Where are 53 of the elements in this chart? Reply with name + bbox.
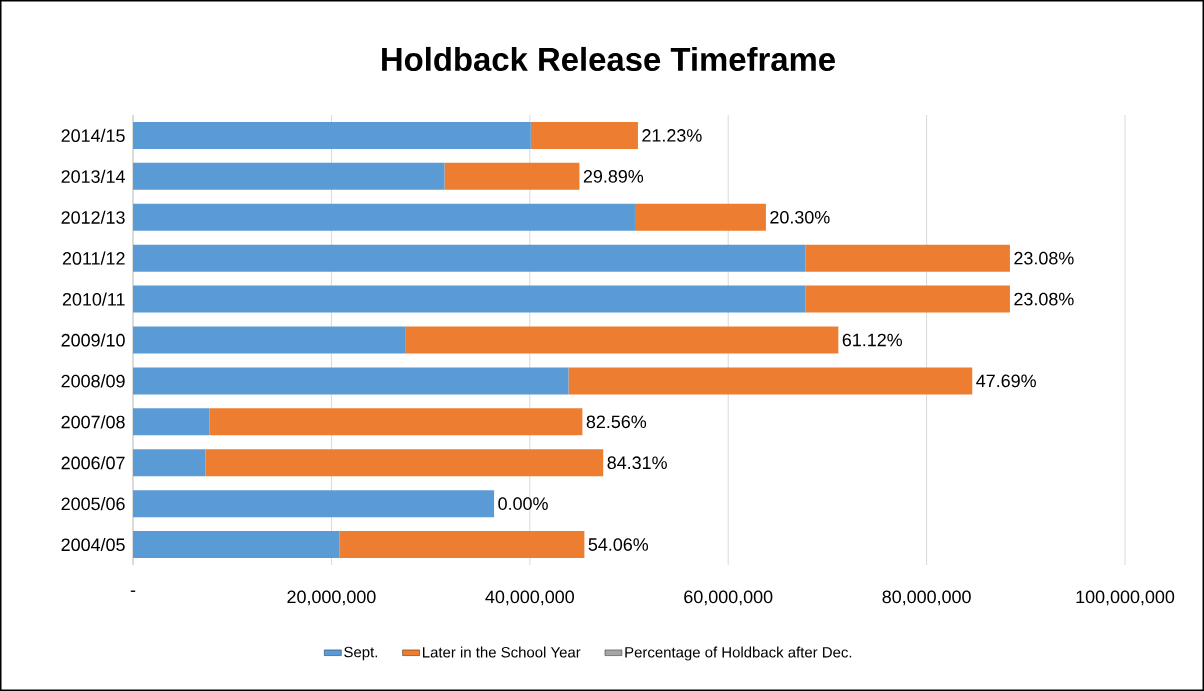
y-tick-label: 2008/09	[61, 374, 125, 388]
bar	[805, 285, 1010, 313]
y-tick-label: 2012/13	[61, 210, 125, 224]
legend-label: Later in the School Year	[423, 646, 581, 658]
bar	[444, 162, 580, 190]
bar	[133, 121, 531, 149]
bar	[133, 408, 210, 436]
bar	[568, 367, 973, 395]
bar	[205, 449, 604, 477]
x-tick-label: 20,000,000	[287, 590, 376, 606]
legend-label: Sept.	[344, 646, 378, 661]
bar	[133, 203, 635, 231]
bar	[634, 203, 766, 231]
bar	[133, 449, 206, 477]
y-tick-label: 2013/14	[61, 169, 125, 183]
bar	[405, 326, 839, 354]
annotation: 54.06%	[588, 538, 649, 551]
x-tick-label: 40,000,000	[485, 590, 574, 606]
x-tick-label: 100,000,000	[1076, 590, 1175, 606]
y-tick-label: 2014/15	[61, 128, 125, 143]
bar	[805, 244, 1010, 272]
annotation: 29.89%	[583, 170, 644, 183]
y-tick-label: 2006/07	[61, 456, 125, 470]
y-tick-label: 2010/11	[62, 292, 125, 306]
annotation: 0.00%	[498, 497, 548, 510]
y-tick-label: 2004/05	[61, 537, 125, 552]
y-tick-label: 2005/06	[61, 497, 125, 511]
legend-label: Percentage of Holdback after Dec.	[625, 646, 852, 661]
chart-title: Holdback Release Timeframe	[382, 46, 835, 72]
annotation: 23.08%	[1014, 292, 1074, 306]
bar	[133, 244, 806, 272]
annotation: 82.56%	[586, 415, 647, 429]
annotation: 20.30%	[770, 210, 830, 224]
y-tick-label: 2009/10	[61, 333, 125, 347]
bar	[339, 531, 585, 559]
bar	[133, 490, 495, 518]
x-tick-label: -	[130, 590, 136, 592]
x-tick-label: 60,000,000	[684, 590, 773, 606]
bar	[133, 367, 569, 395]
annotation: 47.69%	[976, 374, 1036, 388]
bar	[133, 162, 445, 190]
bar	[133, 285, 806, 313]
bar	[209, 408, 583, 436]
y-tick-label: 2011/12	[62, 251, 125, 265]
y-tick-label: 2007/08	[61, 415, 125, 429]
x-tick-label: 80,000,000	[882, 590, 971, 606]
annotation: 84.31%	[607, 456, 667, 470]
annotation: 23.08%	[1014, 251, 1074, 265]
bar	[133, 326, 406, 354]
annotation: 61.12%	[842, 333, 903, 347]
bar	[530, 121, 638, 149]
bar	[133, 531, 340, 559]
annotation: 21.23%	[642, 129, 702, 142]
